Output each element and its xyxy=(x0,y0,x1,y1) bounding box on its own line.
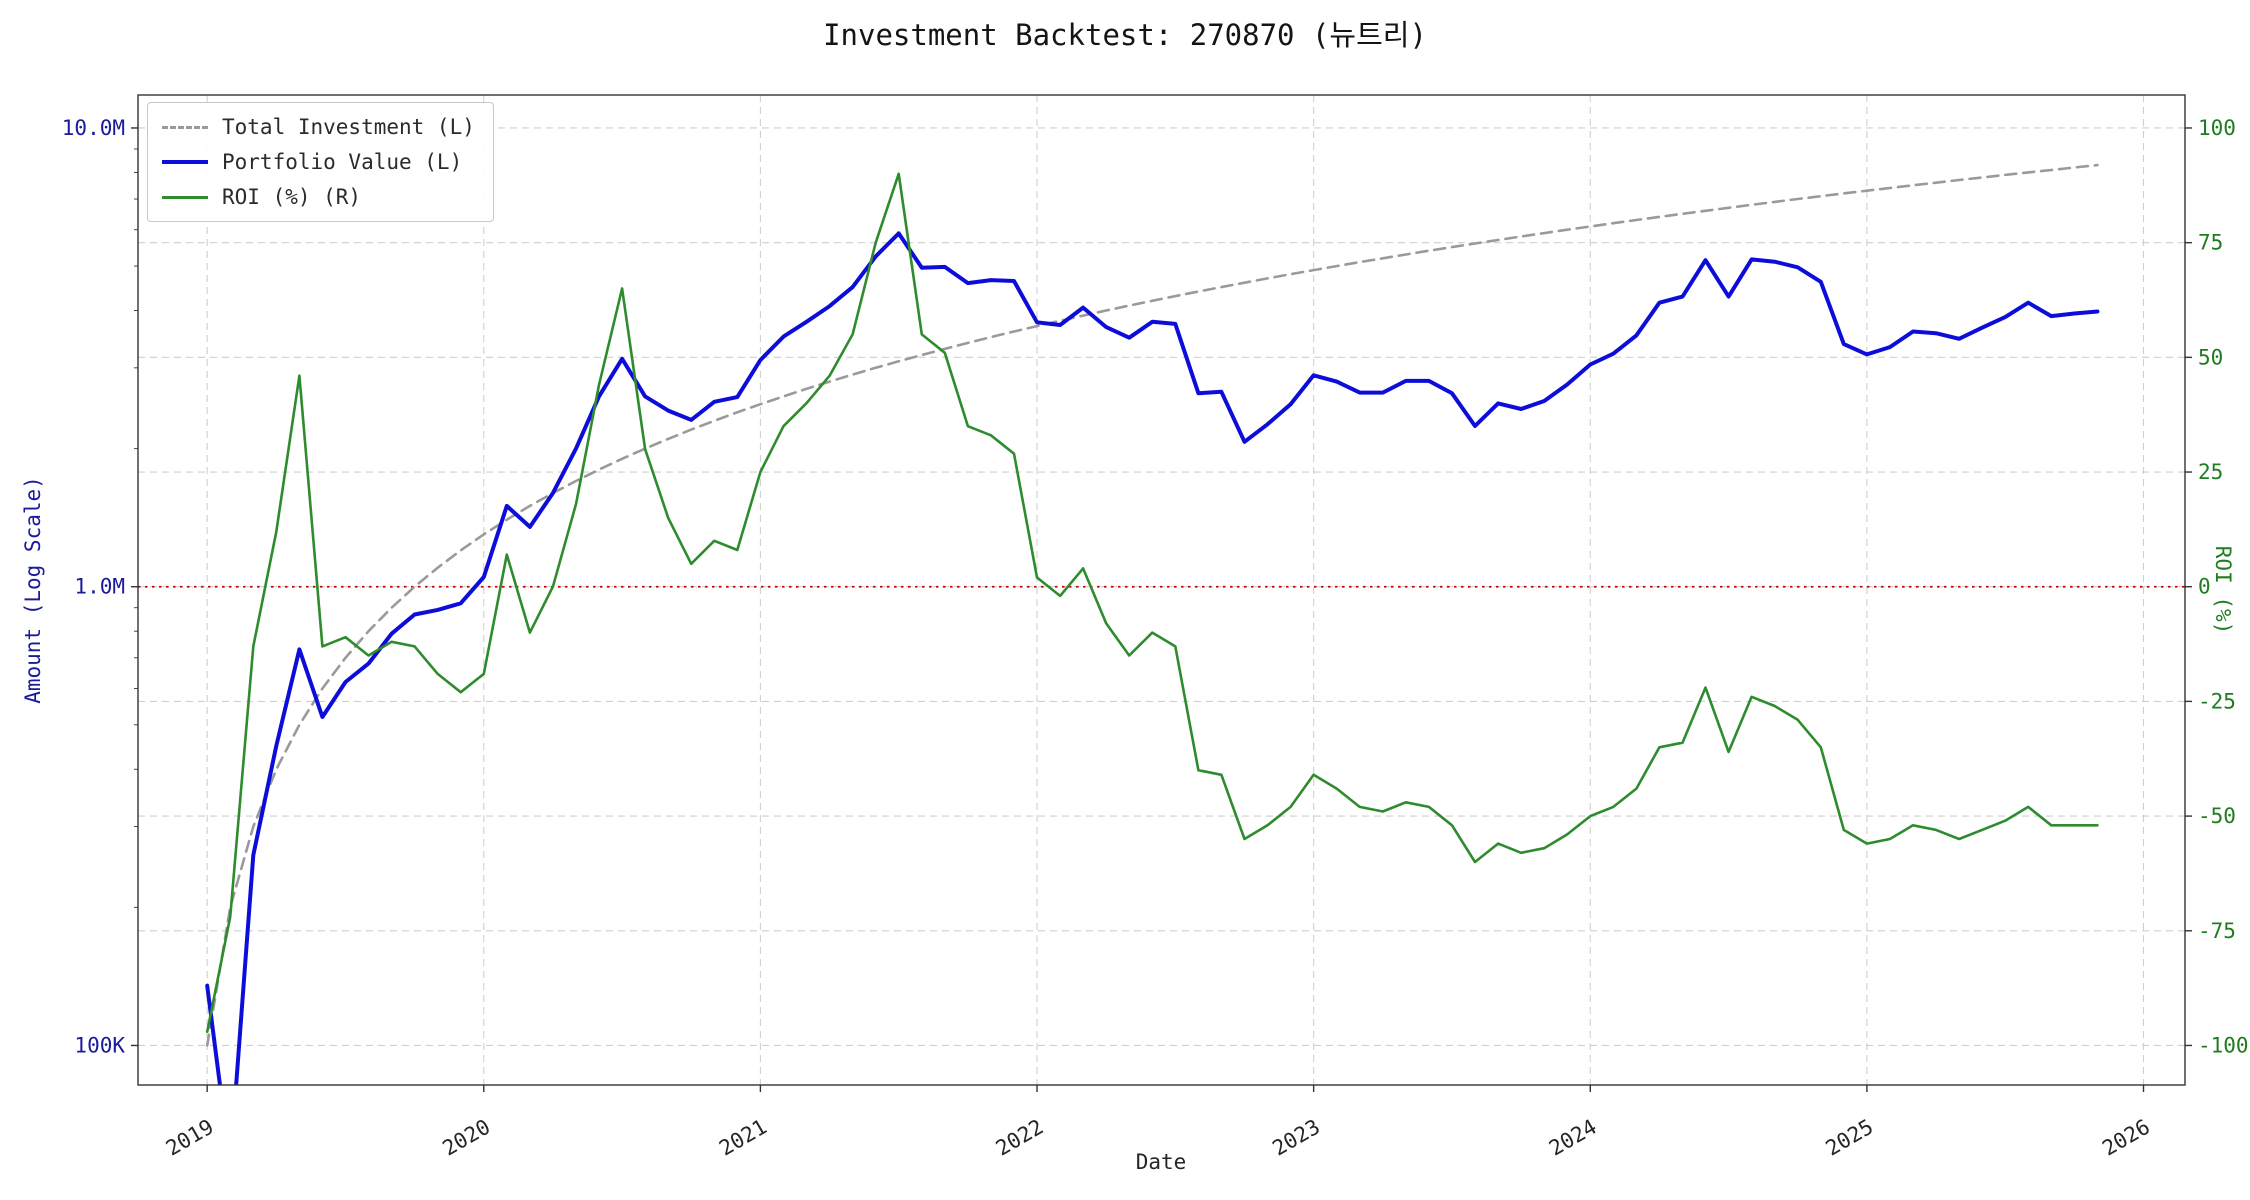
left-tick-label: 10.0M xyxy=(62,116,125,140)
legend-roi-line-sample xyxy=(162,195,208,199)
right-tick-label: -50 xyxy=(2198,804,2236,828)
left-tick-label: 100K xyxy=(74,1033,125,1057)
x-tick-label: 2026 xyxy=(2098,1115,2154,1161)
legend-dashed-line-sample xyxy=(162,125,208,129)
right-tick-label: 75 xyxy=(2198,231,2223,255)
x-tick-label: 2021 xyxy=(715,1115,771,1161)
legend-label-total-investment: Total Investment (L) xyxy=(222,115,475,139)
left-axis-title: Amount (Log Scale) xyxy=(21,476,45,704)
right-axis-title: ROI (%) xyxy=(2211,545,2235,635)
legend-solid-line-sample xyxy=(162,160,208,164)
x-tick-label: 2023 xyxy=(1268,1115,1324,1161)
right-tick-label: 50 xyxy=(2198,345,2223,369)
x-tick-label: 2022 xyxy=(992,1115,1048,1161)
x-axis-title: Date xyxy=(1135,1150,1187,1174)
right-tick-label: -25 xyxy=(2198,689,2236,713)
series-line-roi[interactable] xyxy=(205,172,2099,1033)
chart-title: Investment Backtest: 270870 (뉴트리) xyxy=(823,18,1427,52)
plot-border xyxy=(137,94,2186,1086)
legend-label-roi: ROI (%) (R) xyxy=(222,185,362,209)
x-tick-label: 2025 xyxy=(1822,1115,1878,1161)
series-line-portfolio-value[interactable] xyxy=(205,231,2100,1164)
legend-label-portfolio-value: Portfolio Value (L) xyxy=(222,150,463,174)
left-tick-label: 1.0M xyxy=(74,575,125,599)
x-tick-label: 2020 xyxy=(438,1115,494,1161)
x-tick-label: 2019 xyxy=(162,1115,218,1161)
right-tick-label: 25 xyxy=(2198,460,2223,484)
legend-item-roi[interactable]: ROI (%) (R) xyxy=(162,185,475,209)
legend: Total Investment (L) Portfolio Value (L)… xyxy=(147,102,494,222)
legend-item-total-investment[interactable]: Total Investment (L) xyxy=(162,115,475,139)
right-tick-label: -100 xyxy=(2198,1033,2249,1057)
series-line-total-investment[interactable] xyxy=(205,163,2099,1047)
right-tick-label: 100 xyxy=(2198,116,2236,140)
right-tick-label: 0 xyxy=(2198,575,2211,599)
right-tick-label: -75 xyxy=(2198,919,2236,943)
x-tick-label: 2024 xyxy=(1545,1115,1601,1161)
legend-item-portfolio-value[interactable]: Portfolio Value (L) xyxy=(162,150,475,174)
